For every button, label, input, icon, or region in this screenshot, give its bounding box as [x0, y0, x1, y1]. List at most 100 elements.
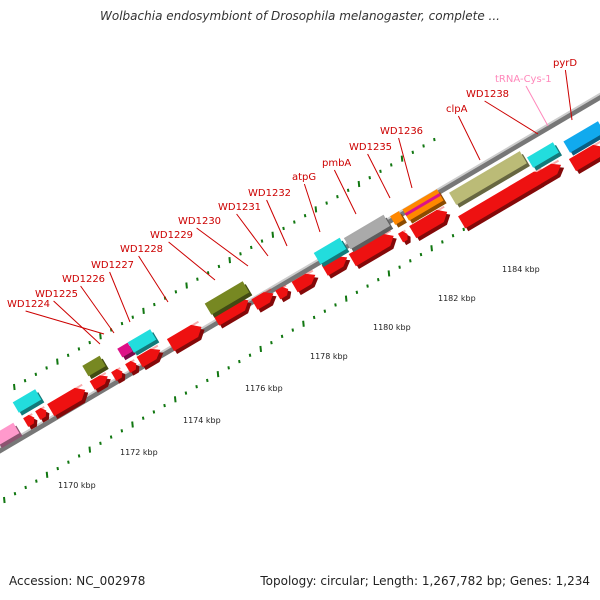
tick-mark — [45, 471, 49, 478]
tick-mark — [67, 460, 70, 464]
map-title: Wolbachia endosymbiont of Drosophila mel… — [100, 9, 500, 23]
leader-line — [80, 285, 115, 334]
gene-label: WD1232 — [248, 188, 291, 199]
cds-feature — [398, 229, 411, 246]
leader-line — [25, 310, 105, 335]
tick-mark — [185, 282, 188, 289]
gene-label: WD1230 — [178, 216, 221, 227]
tick-mark — [99, 333, 102, 340]
cds-feature — [89, 372, 111, 393]
tick-mark — [357, 180, 361, 188]
tick-mark — [228, 257, 232, 264]
cds-feature — [47, 383, 89, 420]
rna-feature — [313, 237, 350, 268]
tick-mark — [77, 454, 81, 458]
cds-feature — [409, 205, 451, 242]
tick-mark — [120, 321, 124, 326]
tick-mark — [314, 206, 318, 213]
tick-mark — [366, 284, 369, 288]
tick-mark — [259, 345, 263, 353]
tick-mark — [109, 435, 113, 439]
tick-mark — [462, 227, 466, 232]
tick-mark — [270, 340, 273, 345]
leader-line — [109, 271, 131, 323]
gene-label: WD1229 — [150, 230, 193, 241]
tick-mark — [152, 410, 156, 414]
leader-line — [525, 85, 549, 127]
tick-mark — [120, 429, 124, 433]
tick-mark — [282, 226, 285, 231]
leader-line — [266, 199, 288, 247]
gene-label: pmbA — [322, 158, 351, 169]
tick-mark — [398, 265, 401, 269]
tick-mark — [77, 347, 81, 351]
lower-tick-row — [3, 177, 551, 504]
tick-mark — [35, 479, 38, 483]
kbp-label: 1182 kbp — [438, 294, 476, 303]
tick-mark — [141, 416, 145, 420]
kbp-label: 1184 kbp — [502, 265, 540, 274]
kbp-label: 1180 kbp — [373, 323, 411, 332]
tick-mark — [280, 334, 284, 339]
tick-mark — [312, 315, 316, 320]
kbp-label: 1170 kbp — [58, 481, 96, 490]
cds-feature — [166, 320, 205, 355]
tick-mark — [323, 309, 327, 313]
tick-mark — [239, 252, 242, 256]
cds-feature — [251, 288, 277, 313]
accession-text: Accession: NC_002978 — [9, 574, 146, 588]
tick-mark — [379, 169, 382, 173]
tick-mark — [422, 144, 425, 148]
cds-feature — [291, 269, 319, 296]
feature-stripe — [404, 193, 441, 217]
cds-feature — [35, 406, 50, 423]
cds-feature-khaki — [449, 151, 530, 208]
leader-line — [303, 183, 321, 233]
gene-label: clpA — [446, 104, 468, 115]
tick-mark — [238, 359, 241, 364]
tick-mark — [387, 270, 391, 277]
tick-mark — [173, 396, 177, 403]
tick-mark — [376, 278, 380, 282]
tick-mark — [451, 233, 455, 238]
tick-mark — [217, 264, 221, 269]
tick-mark — [66, 353, 70, 357]
tick-mark — [56, 466, 60, 471]
cds-feature — [125, 359, 140, 376]
leader-line — [138, 255, 169, 303]
kbp-label: 1178 kbp — [310, 352, 348, 361]
tick-mark — [184, 391, 188, 395]
leader-line — [484, 100, 539, 135]
cds-feature — [136, 344, 164, 371]
tick-mark — [433, 137, 436, 142]
tick-mark — [195, 385, 198, 389]
tick-mark — [302, 320, 305, 327]
tick-mark — [131, 315, 135, 319]
gene-label: WD1235 — [349, 142, 392, 153]
tick-mark — [336, 194, 339, 199]
cds-feature — [568, 140, 600, 175]
cds-feature — [111, 367, 126, 384]
tick-mark — [163, 403, 166, 408]
tick-mark — [174, 290, 178, 294]
leader-line — [398, 137, 413, 189]
leader-line — [236, 213, 269, 257]
cds-feature-olive — [204, 281, 253, 318]
tick-mark — [355, 290, 359, 295]
gene-label: pyrD — [553, 58, 577, 69]
gene-label: tRNA-Cys-1 — [495, 74, 552, 85]
tick-mark — [45, 366, 48, 370]
tick-mark — [291, 328, 295, 332]
gene-label: WD1226 — [62, 274, 105, 285]
tick-mark — [88, 446, 92, 453]
tick-mark — [13, 383, 16, 391]
kbp-label: 1176 kbp — [245, 384, 283, 393]
tick-mark — [271, 231, 275, 238]
leader-line — [196, 227, 249, 267]
cds-feature — [23, 413, 38, 430]
tick-mark — [24, 485, 27, 490]
tick-mark — [88, 340, 91, 345]
rna-feature — [127, 329, 160, 356]
